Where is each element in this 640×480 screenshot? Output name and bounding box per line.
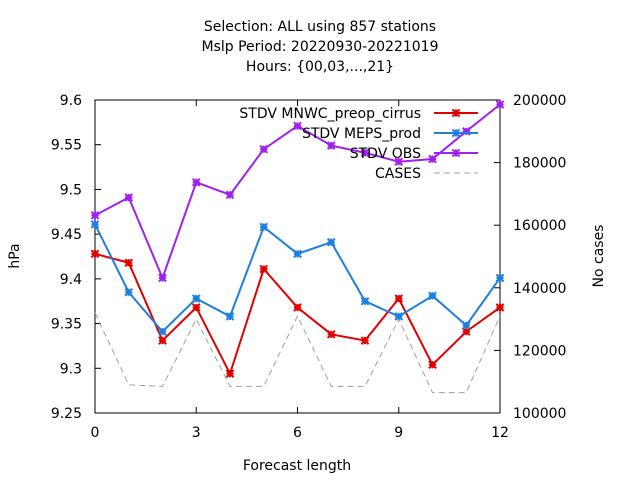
data-point-stdv-obs	[191, 177, 201, 187]
data-point-stdv-mnwc-preop-cirrus	[158, 336, 167, 345]
x-tick-label: 3	[192, 425, 201, 441]
data-point-stdv-obs	[326, 141, 336, 150]
data-point-stdv-meps-prod	[124, 287, 134, 297]
y-tick-label: 9.45	[51, 227, 82, 243]
data-point-stdv-mnwc-preop-cirrus	[360, 336, 370, 345]
data-point-stdv-obs	[90, 211, 100, 220]
data-point-stdv-meps-prod	[90, 219, 100, 229]
y2-tick-label: 180000	[513, 156, 566, 172]
y-tick-label: 9.3	[60, 361, 82, 377]
y-tick-label: 9.4	[60, 272, 82, 288]
data-point-stdv-obs	[158, 273, 167, 283]
data-point-stdv-obs	[259, 144, 269, 154]
y-tick-label: 9.25	[51, 406, 82, 422]
axes: 0 3 6 9 12 9.25 9.3 9.35 9.4 9.45 9.5 9.55 9.6 100000…	[51, 93, 567, 441]
series-line-cases	[94, 312, 501, 394]
series-layer	[90, 100, 505, 394]
legend-label-stdv-obs: STDV OBS	[350, 146, 421, 162]
data-point-stdv-meps-prod	[191, 294, 201, 303]
data-point-stdv-mnwc-preop-cirrus	[326, 329, 336, 339]
y2-tick-label: 140000	[513, 281, 566, 297]
data-point-stdv-meps-prod	[259, 222, 269, 232]
chart-title-line-2: Mslp Period: 20220930-20221019	[201, 39, 439, 55]
data-point-stdv-meps-prod	[495, 273, 505, 283]
data-point-stdv-mnwc-preop-cirrus	[394, 294, 404, 303]
data-point-stdv-meps-prod	[360, 296, 370, 306]
x-axis-label: Forecast length	[243, 458, 351, 474]
data-point-stdv-meps-prod	[428, 291, 437, 301]
data-point-stdv-obs	[360, 148, 370, 158]
data-point-stdv-mnwc-preop-cirrus	[191, 303, 201, 312]
data-point-stdv-meps-prod	[394, 312, 404, 321]
y-axis-label: hPa	[7, 243, 23, 268]
legend-label-stdv-meps-prod: STDV MEPS_prod	[302, 126, 421, 142]
legend-marker-stdv-mnwc-preop-cirrus	[451, 108, 461, 118]
y-tick-label: 9.5	[60, 182, 82, 198]
y2-axis-label: No cases	[591, 225, 607, 288]
x-tick-label: 0	[91, 425, 100, 441]
data-point-stdv-mnwc-preop-cirrus	[461, 327, 471, 336]
y-tick-label: 9.6	[60, 93, 82, 109]
data-point-stdv-mnwc-preop-cirrus	[90, 249, 100, 259]
data-point-stdv-mnwc-preop-cirrus	[293, 303, 302, 312]
data-point-stdv-mnwc-preop-cirrus	[225, 369, 235, 378]
series-line-stdv-mnwc-preop-cirrus	[94, 252, 501, 377]
data-point-stdv-meps-prod	[225, 312, 235, 321]
data-point-stdv-meps-prod	[293, 249, 302, 259]
x-tick-label: 9	[394, 425, 403, 441]
legend: STDV MNWC_preop_cirrus STDV MEPS_prod STDV…	[239, 106, 478, 182]
data-point-stdv-obs	[124, 193, 134, 202]
data-point-stdv-obs	[495, 100, 505, 109]
data-point-stdv-meps-prod	[326, 237, 336, 247]
data-point-stdv-meps-prod	[158, 327, 167, 336]
legend-marker-stdv-meps-prod	[451, 128, 461, 138]
data-point-stdv-obs	[394, 157, 404, 167]
chart-title-line-3: Hours: {00,03,...,21}	[245, 59, 395, 75]
chart-title-line-1: Selection: ALL using 857 stations	[203, 19, 437, 35]
data-point-stdv-obs	[225, 190, 235, 200]
y2-tick-label: 100000	[513, 406, 566, 422]
data-point-stdv-obs	[293, 121, 302, 131]
y-tick-label: 9.35	[51, 317, 82, 333]
data-point-stdv-mnwc-preop-cirrus	[428, 360, 437, 370]
legend-label-cases: CASES	[375, 166, 421, 182]
data-point-stdv-meps-prod	[461, 321, 471, 330]
data-point-stdv-mnwc-preop-cirrus	[259, 264, 269, 274]
y-tick-label: 9.55	[51, 138, 82, 154]
y2-tick-label: 200000	[513, 93, 566, 109]
x-tick-label: 6	[293, 425, 302, 441]
legend-marker-stdv-obs	[451, 148, 461, 158]
x-tick-label: 12	[491, 425, 509, 441]
y2-tick-label: 160000	[513, 218, 566, 234]
legend-label-stdv-mnwc-preop-cirrus: STDV MNWC_preop_cirrus	[239, 106, 421, 122]
data-point-stdv-mnwc-preop-cirrus	[124, 258, 134, 268]
y2-tick-label: 120000	[513, 343, 566, 359]
data-point-stdv-obs	[428, 154, 437, 164]
data-point-stdv-mnwc-preop-cirrus	[495, 303, 505, 312]
